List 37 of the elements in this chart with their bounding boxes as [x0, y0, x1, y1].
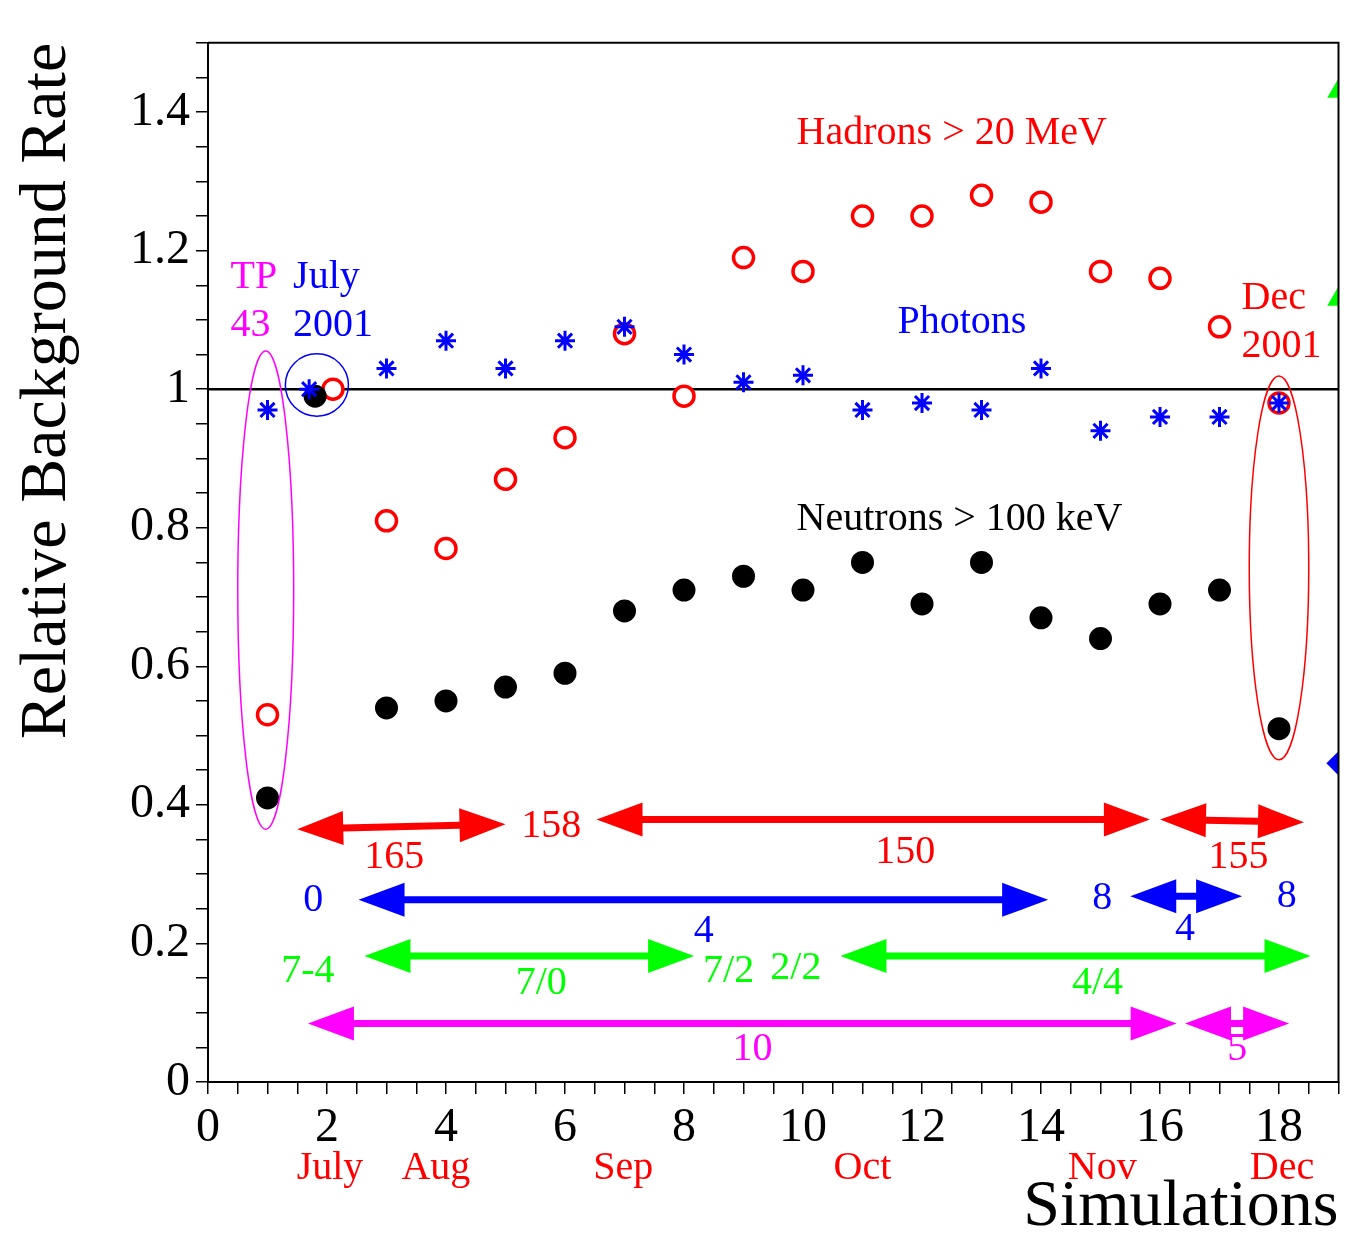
y-tick-label: 0.6: [130, 635, 190, 689]
annotation: 158: [521, 800, 582, 849]
y-tick-label: 0.4: [130, 774, 190, 828]
text: Oct: [833, 1141, 892, 1190]
annotation: 8: [1276, 869, 1297, 918]
annotation: 10: [732, 1022, 773, 1071]
x-tick-label: 8: [672, 1098, 696, 1152]
annotation: July 2001: [293, 251, 375, 348]
annotation: 5: [1227, 1022, 1248, 1071]
series-label: Hadrons > 20 MeV: [796, 107, 1107, 156]
annotation: 165: [364, 831, 425, 880]
annotation: 7-4: [281, 945, 335, 994]
x-tick-label: 16: [1136, 1098, 1184, 1152]
annotation: Dec 2001: [1241, 271, 1323, 368]
annotation: 155: [1208, 831, 1269, 880]
series-label: Photons: [897, 295, 1027, 344]
series-label: Neutrons > 100 keV: [796, 493, 1123, 542]
y-tick-label: 0.8: [130, 497, 190, 551]
y-tick-label: 1.2: [130, 220, 190, 274]
annotation: 4/4: [1071, 956, 1124, 1005]
x-tick-label: 14: [1017, 1098, 1065, 1152]
annotation: 150: [875, 825, 936, 874]
annotation: 4: [1174, 902, 1195, 951]
annotation: 2/2: [770, 941, 822, 990]
y-tick-label: 0.2: [130, 913, 190, 967]
annotation: 7/0: [515, 956, 567, 1005]
y-axis-title: Relative Background Rate: [5, 42, 79, 740]
annotation: 0: [303, 874, 324, 923]
y-tick-label: 1.4: [130, 81, 190, 135]
text: Sep: [593, 1141, 654, 1190]
annotation: TP 43: [230, 251, 277, 348]
annotation: 8: [1092, 872, 1113, 921]
y-tick-label: 0: [166, 1051, 190, 1105]
x-tick-label: 12: [898, 1098, 946, 1152]
y-tick-label: 1: [166, 358, 190, 412]
x-tick-label: 6: [553, 1098, 577, 1152]
x-tick-label: 10: [779, 1098, 827, 1152]
